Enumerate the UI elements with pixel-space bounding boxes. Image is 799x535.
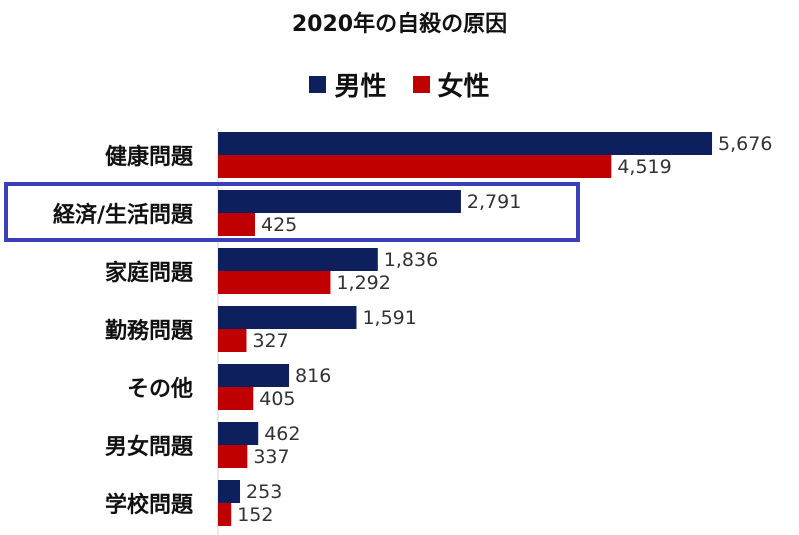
data-label-male: 816 <box>295 365 331 387</box>
data-label-female: 425 <box>261 214 297 236</box>
data-label-male: 2,791 <box>467 191 521 213</box>
bar-female <box>218 271 331 294</box>
legend-swatch-female <box>412 76 430 93</box>
data-label-male: 5,676 <box>718 133 772 155</box>
data-label-male: 462 <box>264 423 300 445</box>
data-label-female: 327 <box>252 330 288 352</box>
bar-male <box>218 364 290 387</box>
data-label-female: 405 <box>259 388 295 410</box>
highlight-box <box>4 182 580 242</box>
legend-item-male: 男性 <box>309 66 387 103</box>
category-label: 経済/生活問題 <box>53 202 194 228</box>
bar-female <box>218 155 612 178</box>
bar-male <box>218 132 713 155</box>
bar-female <box>218 503 232 526</box>
legend-label-female: 女性 <box>437 72 490 102</box>
category-label: 男女問題 <box>105 434 194 460</box>
category-label: その他 <box>127 377 193 402</box>
bar-male <box>218 306 357 329</box>
data-label-male: 253 <box>246 481 282 503</box>
bar-male <box>218 248 378 271</box>
bar-female <box>218 213 255 236</box>
chart-title: 2020年の自殺の原因 <box>291 12 508 37</box>
data-label-female: 152 <box>237 504 273 526</box>
category-label: 健康問題 <box>105 144 194 170</box>
bar-female <box>218 329 247 352</box>
bar-female <box>218 387 254 410</box>
bar-male <box>218 422 259 445</box>
category-label: 勤務問題 <box>105 318 194 344</box>
data-label-female: 337 <box>253 446 289 468</box>
data-label-male: 1,836 <box>384 249 438 271</box>
data-label-female: 4,519 <box>617 156 671 178</box>
data-label-male: 1,591 <box>362 307 416 329</box>
legend: 男性 女性 <box>0 66 799 103</box>
legend-item-female: 女性 <box>412 66 490 103</box>
legend-swatch-male <box>309 76 327 93</box>
bar-male <box>218 190 461 213</box>
category-label: 学校問題 <box>105 492 194 518</box>
legend-label-male: 男性 <box>334 72 387 102</box>
data-label-female: 1,292 <box>336 272 390 294</box>
bar-male <box>218 480 241 503</box>
bar-female <box>218 445 248 468</box>
category-label: 家庭問題 <box>105 260 194 286</box>
